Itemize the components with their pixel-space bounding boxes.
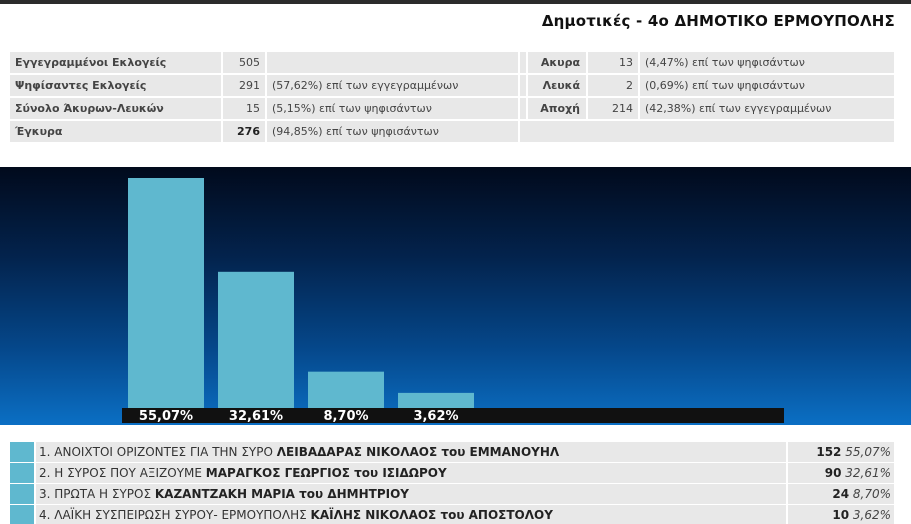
party-name: 1. ΑΝΟΙΧΤΟΙ ΟΡΙΖΟΝΤΕΣ ΓΙΑ ΤΗΝ ΣΥΡΟ [39, 445, 277, 459]
result-votes-cell: 10 3,62% [788, 505, 894, 524]
voted-value: 291 [223, 75, 265, 96]
result-name: 4. ΛΑΪΚΗ ΣΥΣΠΕΙΡΩΣΗ ΣΥΡΟΥ- ΕΡΜΟΥΠΟΛΗΣ ΚΑ… [36, 505, 786, 524]
bar-label-2: 32,61% [229, 409, 283, 424]
registered-pct [267, 52, 518, 73]
result-row: 3. ΠΡΩΤΑ Η ΣΥΡΟΣ ΚΑΖΑΝΤΖΑΚΗ ΜΑΡΙΑ του ΔΗ… [10, 484, 894, 504]
bar-label-1: 55,07% [139, 409, 193, 424]
voted-label: Ψηφίσαντες Εκλογείς [10, 75, 221, 96]
result-votes: 152 [816, 445, 842, 459]
bar-2 [218, 271, 294, 408]
valid-pct: (94,85%) επί των ψηφισάντων [267, 121, 518, 142]
result-row: 2. Η ΣΥΡΟΣ ΠΟΥ ΑΞΙΖΟΥΜΕ ΜΑΡΑΓΚΟΣ ΓΕΩΡΓΙΟ… [10, 463, 894, 483]
invalid-label: Ακυρα [528, 52, 586, 73]
candidate-name: ΜΑΡΑΓΚΟΣ ΓΕΩΡΓΙΟΣ [205, 466, 350, 480]
result-percent: 3,62% [849, 508, 891, 522]
candidate-patronymic: του ΔΗΜΗΤΡΙΟΥ [294, 487, 409, 501]
invalid-pct: (4,47%) επί των ψηφισάντων [640, 52, 894, 73]
candidate-patronymic: του ΙΣΙΔΩΡΟΥ [349, 466, 447, 480]
bars-group [128, 178, 474, 408]
bar-label-3: 8,70% [323, 409, 368, 424]
party-name: 3. ΠΡΩΤΑ Η ΣΥΡΟΣ [39, 487, 155, 501]
result-row: 1. ΑΝΟΙΧΤΟΙ ΟΡΙΖΟΝΤΕΣ ΓΙΑ ΤΗΝ ΣΥΡΟ ΛΕΙΒΑ… [10, 442, 894, 462]
result-color-swatch [10, 484, 34, 504]
stats-spacer [520, 75, 526, 96]
result-name: 3. ΠΡΩΤΑ Η ΣΥΡΟΣ ΚΑΖΑΝΤΖΑΚΗ ΜΑΡΙΑ του ΔΗ… [36, 484, 786, 504]
page-title: Δημοτικές - 4ο ΔΗΜΟΤΙΚΟ ΕΡΜΟΥΠΟΛΗΣ [541, 12, 895, 30]
result-votes-cell: 90 32,61% [788, 463, 894, 483]
result-percent: 32,61% [841, 466, 891, 480]
result-percent: 8,70% [849, 487, 891, 501]
labels-group: 55,07% 32,61% 8,70% 3,62% [139, 409, 459, 424]
result-votes-cell: 24 8,70% [788, 484, 894, 504]
invalid-value: 13 [588, 52, 638, 73]
candidate-patronymic: του ΑΠΟΣΤΟΛΟΥ [436, 508, 553, 522]
label-strip [122, 408, 784, 423]
stats-table: Εγγεγραμμένοι Εκλογείς 505 Ακυρα 13 (4,4… [10, 52, 894, 144]
candidate-patronymic: του ΕΜΜΑΝΟΥΗΛ [437, 445, 560, 459]
result-votes: 10 [832, 508, 850, 522]
registered-value: 505 [223, 52, 265, 73]
stats-spacer [520, 52, 526, 73]
valid-label: Έγκυρα [10, 121, 221, 142]
blank-label: Λευκά [528, 75, 586, 96]
bar-1 [128, 178, 204, 408]
stats-spacer [520, 98, 526, 119]
top-border [0, 0, 911, 4]
voted-pct: (57,62%) επί των εγγεγραμμένων [267, 75, 518, 96]
party-name: 4. ΛΑΪΚΗ ΣΥΣΠΕΙΡΩΣΗ ΣΥΡΟΥ- ΕΡΜΟΥΠΟΛΗΣ [39, 508, 311, 522]
result-percent: 55,07% [841, 445, 891, 459]
result-row: 4. ΛΑΪΚΗ ΣΥΣΠΕΙΡΩΣΗ ΣΥΡΟΥ- ΕΡΜΟΥΠΟΛΗΣ ΚΑ… [10, 505, 894, 524]
abstention-label: Αποχή [528, 98, 586, 119]
candidate-name: ΛΕΙΒΑΔΑΡΑΣ ΝΙΚΟΛΑΟΣ [276, 445, 438, 459]
invalid-blank-label: Σύνολο Άκυρων-Λευκών [10, 98, 221, 119]
blank-pct: (0,69%) επί των ψηφισάντων [640, 75, 894, 96]
candidate-name: ΚΑΪΛΗΣ ΝΙΚΟΛΑΟΣ [310, 508, 437, 522]
stats-empty-cell [520, 121, 894, 142]
result-color-swatch [10, 463, 34, 483]
result-votes: 90 [824, 466, 842, 480]
abstention-value: 214 [588, 98, 638, 119]
registered-label: Εγγεγραμμένοι Εκλογείς [10, 52, 221, 73]
result-votes: 24 [832, 487, 850, 501]
abstention-pct: (42,38%) επί των εγγεγραμμένων [640, 98, 894, 119]
bar-label-4: 3,62% [413, 409, 458, 424]
blank-value: 2 [588, 75, 638, 96]
result-color-swatch [10, 505, 34, 524]
invalid-blank-pct: (5,15%) επί των ψηφισάντων [267, 98, 518, 119]
results-chart: 55,07% 32,61% 8,70% 3,62% [0, 167, 911, 425]
valid-value: 276 [223, 121, 265, 142]
bar-3 [308, 371, 384, 408]
result-votes-cell: 152 55,07% [788, 442, 894, 462]
invalid-blank-value: 15 [223, 98, 265, 119]
result-name: 1. ΑΝΟΙΧΤΟΙ ΟΡΙΖΟΝΤΕΣ ΓΙΑ ΤΗΝ ΣΥΡΟ ΛΕΙΒΑ… [36, 442, 786, 462]
result-name: 2. Η ΣΥΡΟΣ ΠΟΥ ΑΞΙΖΟΥΜΕ ΜΑΡΑΓΚΟΣ ΓΕΩΡΓΙΟ… [36, 463, 786, 483]
party-name: 2. Η ΣΥΡΟΣ ΠΟΥ ΑΞΙΖΟΥΜΕ [39, 466, 206, 480]
candidate-name: ΚΑΖΑΝΤΖΑΚΗ ΜΑΡΙΑ [154, 487, 295, 501]
bar-chart: 55,07% 32,61% 8,70% 3,62% [122, 178, 784, 424]
result-color-swatch [10, 442, 34, 462]
bar-4 [398, 392, 474, 408]
